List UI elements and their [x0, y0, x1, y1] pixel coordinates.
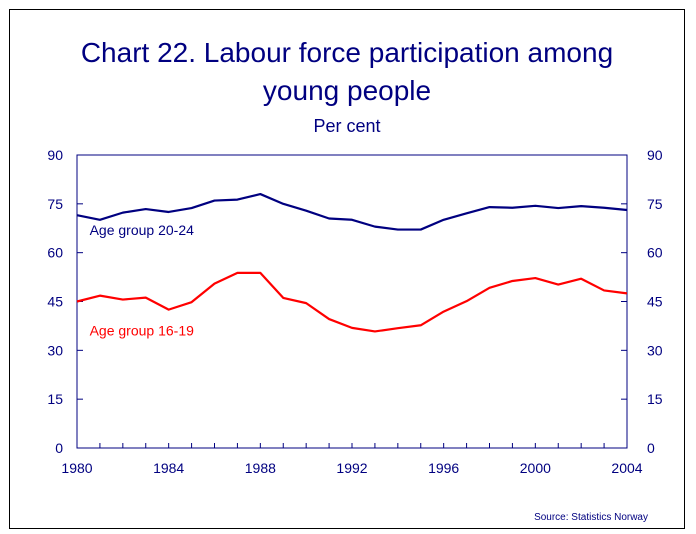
- chart-frame: [9, 9, 685, 529]
- x-tick-label: 1984: [153, 460, 184, 476]
- series-label-age-20-24: Age group 20-24: [90, 222, 195, 238]
- y-tick-label-left: 0: [55, 440, 63, 456]
- chart-title: Chart 22. Labour force participation amo…: [9, 34, 685, 110]
- y-tick-label-right: 90: [647, 147, 663, 163]
- series-line-age-16-19: [76, 271, 628, 333]
- x-tick-label: 1980: [61, 460, 92, 476]
- y-tick-label-left: 60: [47, 245, 63, 261]
- x-tick-label: 1988: [245, 460, 276, 476]
- chart-subtitle: Per cent: [313, 116, 381, 136]
- y-tick-label-right: 0: [647, 440, 655, 456]
- chart-title-line2: young people: [262, 75, 432, 106]
- x-tick-label: 2000: [520, 460, 551, 476]
- x-tick-label: 2004: [611, 460, 642, 476]
- y-tick-label-right: 15: [647, 391, 663, 407]
- y-tick-label-left: 90: [47, 147, 63, 163]
- y-tick-label-left: 15: [47, 391, 63, 407]
- plot-area-border: [76, 154, 628, 449]
- chart-title-line1: Chart 22. Labour force participation amo…: [80, 37, 614, 68]
- y-tick-label-left: 45: [47, 294, 63, 310]
- y-tick-label-right: 45: [647, 294, 663, 310]
- series-line-age-20-24: [76, 192, 628, 231]
- series-label-age-16-19: Age group 16-19: [90, 323, 195, 339]
- y-tick-label-left: 75: [47, 196, 63, 212]
- y-tick-label-left: 30: [47, 342, 63, 358]
- y-tick-label-right: 75: [647, 196, 663, 212]
- y-tick-label-right: 30: [647, 342, 663, 358]
- x-tick-label: 1992: [336, 460, 367, 476]
- source-note: Source: Statistics Norway: [534, 512, 648, 523]
- y-tick-label-right: 60: [647, 245, 663, 261]
- x-tick-label: 1996: [428, 460, 459, 476]
